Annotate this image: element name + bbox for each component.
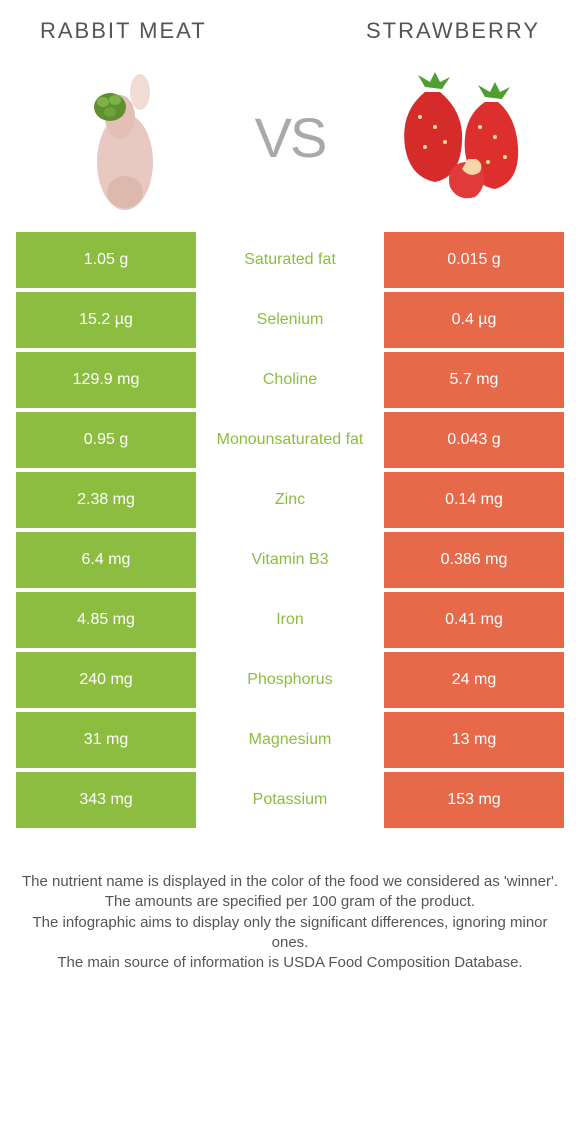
left-food-title: RABBIT MEAT [40, 18, 207, 44]
nutrient-label: Potassium [196, 772, 384, 828]
table-row: 0.95 gMonounsaturated fat0.043 g [16, 412, 564, 472]
rabbit-meat-image [50, 62, 200, 212]
right-value: 13 mg [384, 712, 564, 768]
table-row: 240 mgPhosphorus24 mg [16, 652, 564, 712]
left-value: 31 mg [16, 712, 196, 768]
left-value: 1.05 g [16, 232, 196, 288]
images-row: VS [0, 52, 580, 232]
right-value: 24 mg [384, 652, 564, 708]
footnote-line: The infographic aims to display only the… [18, 913, 562, 954]
nutrient-table: 1.05 gSaturated fat0.015 g15.2 µgSeleniu… [0, 232, 580, 832]
footnote-line: The amounts are specified per 100 gram o… [18, 892, 562, 912]
left-value: 240 mg [16, 652, 196, 708]
table-row: 15.2 µgSelenium0.4 µg [16, 292, 564, 352]
table-row: 4.85 mgIron0.41 mg [16, 592, 564, 652]
header: RABBIT MEAT STRAWBERRY [0, 0, 580, 52]
table-row: 129.9 mgCholine5.7 mg [16, 352, 564, 412]
right-food-title: STRAWBERRY [366, 18, 540, 44]
left-value: 343 mg [16, 772, 196, 828]
nutrient-label: Vitamin B3 [196, 532, 384, 588]
nutrient-label: Saturated fat [196, 232, 384, 288]
left-value: 4.85 mg [16, 592, 196, 648]
left-value: 129.9 mg [16, 352, 196, 408]
right-value: 0.41 mg [384, 592, 564, 648]
table-row: 31 mgMagnesium13 mg [16, 712, 564, 772]
footnote-line: The main source of information is USDA F… [18, 953, 562, 973]
right-value: 0.043 g [384, 412, 564, 468]
right-value: 5.7 mg [384, 352, 564, 408]
vs-label: VS [255, 105, 326, 170]
table-row: 2.38 mgZinc0.14 mg [16, 472, 564, 532]
nutrient-label: Phosphorus [196, 652, 384, 708]
right-value: 0.4 µg [384, 292, 564, 348]
table-row: 343 mgPotassium153 mg [16, 772, 564, 832]
nutrient-label: Monounsaturated fat [196, 412, 384, 468]
table-row: 1.05 gSaturated fat0.015 g [16, 232, 564, 292]
nutrient-label: Zinc [196, 472, 384, 528]
footnotes: The nutrient name is displayed in the co… [0, 832, 580, 973]
nutrient-label: Magnesium [196, 712, 384, 768]
left-value: 0.95 g [16, 412, 196, 468]
strawberry-image [380, 62, 530, 212]
right-value: 0.386 mg [384, 532, 564, 588]
footnote-line: The nutrient name is displayed in the co… [18, 872, 562, 892]
nutrient-label: Selenium [196, 292, 384, 348]
left-value: 15.2 µg [16, 292, 196, 348]
right-value: 153 mg [384, 772, 564, 828]
table-row: 6.4 mgVitamin B30.386 mg [16, 532, 564, 592]
left-value: 2.38 mg [16, 472, 196, 528]
nutrient-label: Choline [196, 352, 384, 408]
right-value: 0.14 mg [384, 472, 564, 528]
nutrient-label: Iron [196, 592, 384, 648]
left-value: 6.4 mg [16, 532, 196, 588]
right-value: 0.015 g [384, 232, 564, 288]
